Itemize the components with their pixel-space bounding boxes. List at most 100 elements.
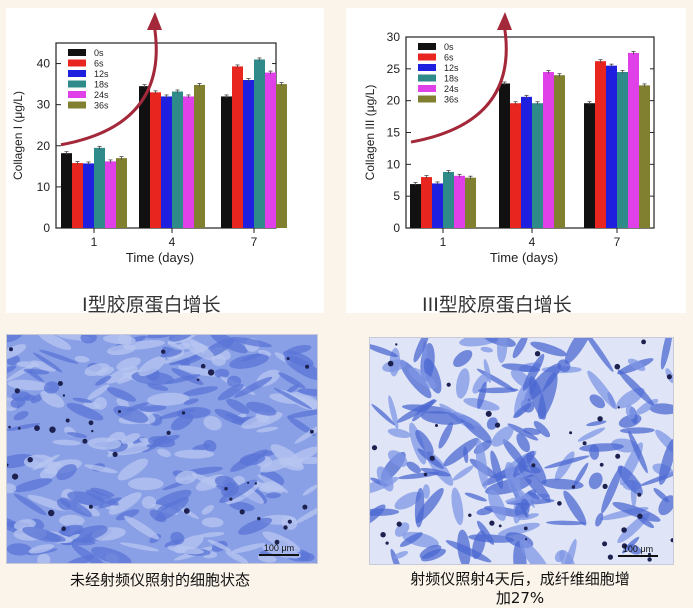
cell [502,439,526,468]
cell-nucleus [224,487,228,491]
cell [423,358,442,394]
cell-nucleus [88,420,94,426]
cell [522,353,545,391]
cell [262,531,301,553]
cell [84,464,118,474]
cell-nucleus [531,463,536,468]
x-axis-label: Time (days) [490,250,558,265]
chart-panel-collagen-3: 0 5 10 15 20 25 30 1 4 7 Time (days) Collagen III (… [346,8,686,316]
x-axis-label: Time (days) [126,250,194,265]
cell-nucleus [557,501,562,506]
cell-nucleus [582,441,587,446]
cell [545,520,586,526]
cell [28,544,55,554]
cell [217,383,244,401]
cell [513,403,532,419]
y-tick-label: 15 [387,126,401,140]
cell [387,450,408,467]
cell [628,430,648,474]
cell [201,517,224,528]
y-tick-label: 40 [37,57,51,71]
cell [456,368,470,399]
cell-nucleus [446,382,451,387]
cell [56,464,77,481]
cell-nucleus [615,453,621,459]
cell [147,383,169,391]
cell [139,405,167,412]
cell [115,509,140,521]
cell [257,554,277,563]
bar-24s-day-1 [454,175,465,228]
y-tick-label: 0 [393,221,400,235]
cell [226,398,250,414]
cell [198,532,225,538]
cell [514,484,535,508]
cell [408,367,437,389]
y-tick-label: 30 [37,98,51,112]
cell [231,543,266,554]
cell [7,335,23,343]
cell [229,353,269,369]
cell-nucleus [181,411,186,415]
cell [527,491,540,500]
legend-swatch-36s [418,95,436,103]
bar-12s-day-7 [243,80,254,228]
cell-nucleus [65,418,70,423]
cell [387,428,411,438]
cell [13,493,47,516]
cell-nucleus [523,526,528,531]
cell-nucleus [229,497,233,501]
bar-24s-day-4 [543,72,554,229]
bar-0s-day-4 [499,83,510,228]
cell-nucleus [18,427,21,430]
cell-nucleus [287,519,292,524]
cell [167,342,181,348]
bar-36s-day-4 [194,84,205,228]
bar-12s-day-1 [432,183,443,228]
cell [528,376,547,420]
cell [420,411,465,425]
cell-nucleus [494,422,501,428]
cell-nucleus [489,520,495,526]
cell [227,375,242,388]
cell-nucleus [310,429,314,434]
cell [234,376,273,398]
bar-0s-day-7 [221,96,232,228]
cell-nucleus [82,438,88,444]
bar-12s-day-1 [83,163,94,228]
legend-swatch-0s [68,49,86,56]
x-tick-label: 4 [529,235,536,249]
cell [476,520,495,545]
legend-swatch-0s [418,43,436,50]
cell [174,449,215,459]
cell-nucleus [12,473,19,480]
cell [87,384,110,400]
bar-18s-day-1 [94,147,105,228]
cell [617,369,655,406]
cell-nucleus [14,388,20,394]
cell-nucleus [385,541,389,545]
cell [514,382,530,418]
legend-swatch-6s [418,53,436,61]
cell-nucleus [597,416,603,422]
cell-nucleus [91,429,94,433]
cell [157,448,171,458]
legend-label-18s: 18s [94,80,109,90]
cell [453,349,473,368]
cell [293,502,317,525]
cell [497,338,508,364]
cell [30,360,57,372]
cell [533,420,551,438]
cell [370,343,399,358]
cell [563,490,587,526]
y-tick-label: 20 [387,94,401,108]
collagen-3-chart: 0 5 10 15 20 25 30 1 4 7 Time (days) Collagen III (… [363,12,655,265]
legend-swatch-24s [68,91,86,98]
y-tick-label: 0 [43,221,50,235]
legend-label-24s: 24s [444,84,459,94]
cell [660,338,673,370]
cell [589,394,606,409]
legend-label-12s: 12s [444,63,459,73]
cell [286,408,317,418]
cell [588,472,603,490]
